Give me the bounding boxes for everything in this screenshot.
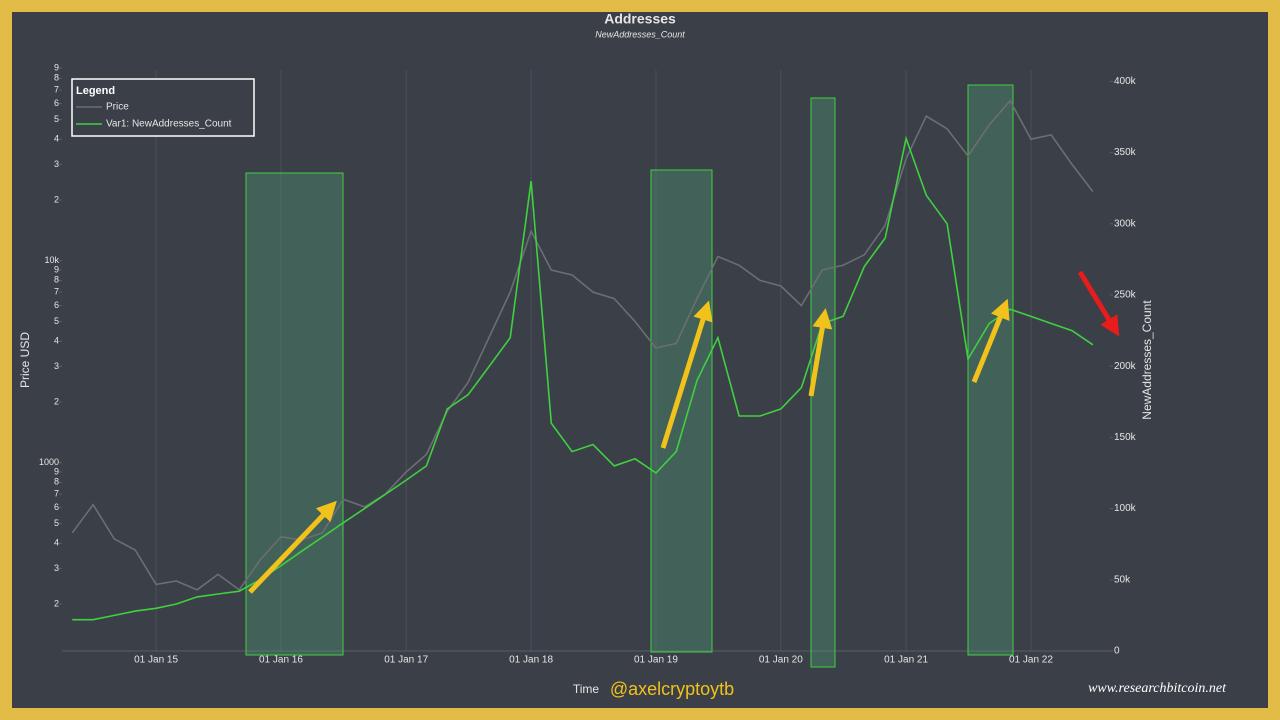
y-axis-label: Price USD [18,332,32,388]
arrow [660,300,713,449]
y-tick-label: 3 [54,159,59,169]
y2-tick-label: 50k [1114,574,1131,585]
legend-box [71,78,255,137]
y-tick-label: 8 [54,275,59,285]
x-tick-label: 01 Jan 16 [259,655,303,666]
x-tick-label: 01 Jan 22 [1009,655,1053,666]
y2-tick-label: 200k [1114,361,1137,372]
y-tick-label: 3 [54,361,59,371]
legend-label: Var1: NewAddresses_Count [106,119,232,130]
chart-subtitle: NewAddresses_Count [595,29,685,39]
y-tick-label: 9 [54,466,59,476]
y-tick-label: 1000 [39,457,59,467]
x-tick-label: 01 Jan 19 [634,655,678,666]
y-tick-label: 2 [54,396,59,406]
x-tick-label: 01 Jan 18 [509,655,553,666]
x-tick-label: 01 Jan 20 [759,655,803,666]
series-line [72,135,1094,621]
y-tick-label: 4 [54,134,59,144]
y-tick-label: 6 [54,300,59,310]
y-tick-label: 6 [54,98,59,108]
highlight-box [650,169,713,653]
y2-tick-label: 300k [1114,218,1137,229]
source: www.researchbitcoin.net [1088,681,1227,696]
series-line [71,99,1094,591]
x-tick-label: 01 Jan 15 [134,655,178,666]
y-tick-label: 8 [54,477,59,487]
y-tick-label: 5 [54,114,59,124]
y-tick-label: 6 [54,502,59,512]
arrow [1077,270,1120,337]
y-tick-label: 7 [54,84,59,94]
arrow [248,500,337,594]
y-tick-label: 5 [54,316,59,326]
highlight-box [245,172,344,656]
y-tick-label: 8 [54,73,59,83]
y2-tick-label: 150k [1114,432,1137,443]
y2-axis-label: NewAddresses_Count [1140,300,1154,420]
x-tick-label: 01 Jan 21 [884,655,928,666]
y-tick-label: 5 [54,518,59,528]
y2-tick-label: 250k [1114,290,1137,301]
y-tick-label: 3 [54,563,59,573]
y-tick-label: 2 [54,194,59,204]
y2-tick-label: 350k [1114,147,1137,158]
y2-tick-label: 400k [1114,76,1137,87]
y-tick-label: 10k [44,255,59,265]
y2-tick-label: 0 [1114,646,1120,657]
arrow [971,298,1010,383]
y-tick-label: 4 [54,336,59,346]
y-tick-label: 7 [54,488,59,498]
x-axis-label: Time [573,682,600,696]
y-tick-label: 4 [54,538,59,548]
y-tick-label: 9 [54,264,59,274]
y-tick-label: 2 [54,598,59,608]
legend-title: Legend [76,85,115,97]
y-tick-label: 9 [54,62,59,72]
legend-label: Price [106,102,129,113]
arrow [808,308,833,397]
x-tick-label: 01 Jan 17 [384,655,428,666]
chart-title: Addresses [604,11,676,27]
y-tick-label: 7 [54,286,59,296]
grid [62,70,1110,652]
highlight-box [967,84,1014,656]
y2-tick-label: 100k [1114,503,1137,514]
highlights [245,84,1014,668]
watermark: @axelcryptoytb [610,679,734,699]
